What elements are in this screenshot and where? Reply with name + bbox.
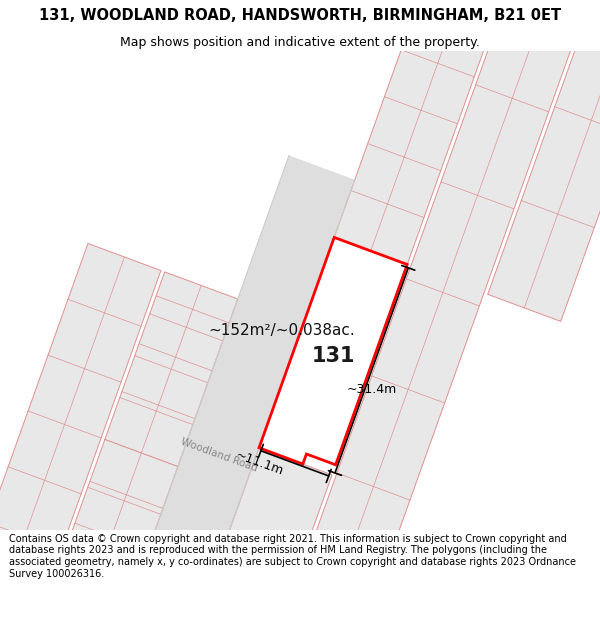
Polygon shape xyxy=(84,156,355,625)
Polygon shape xyxy=(184,448,332,625)
Polygon shape xyxy=(589,0,600,40)
Text: 131: 131 xyxy=(311,346,355,366)
Text: Woodland Road: Woodland Road xyxy=(179,436,259,473)
Polygon shape xyxy=(0,244,161,606)
Text: ~11.1m: ~11.1m xyxy=(233,449,285,478)
Text: Map shows position and indicative extent of the property.: Map shows position and indicative extent… xyxy=(120,36,480,49)
Text: ~31.4m: ~31.4m xyxy=(347,382,397,396)
Polygon shape xyxy=(259,238,407,465)
Polygon shape xyxy=(302,0,600,597)
Text: Contains OS data © Crown copyright and database right 2021. This information is : Contains OS data © Crown copyright and d… xyxy=(9,534,576,579)
Text: ~152m²/~0.038ac.: ~152m²/~0.038ac. xyxy=(209,323,355,338)
Polygon shape xyxy=(334,0,541,264)
Polygon shape xyxy=(45,272,238,625)
Text: 131, WOODLAND ROAD, HANDSWORTH, BIRMINGHAM, B21 0ET: 131, WOODLAND ROAD, HANDSWORTH, BIRMINGH… xyxy=(39,8,561,23)
Polygon shape xyxy=(488,13,600,321)
